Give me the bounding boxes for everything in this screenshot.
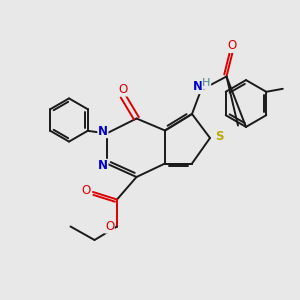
Text: O: O [118, 83, 127, 96]
Text: H: H [202, 78, 211, 88]
Text: O: O [82, 184, 91, 197]
Text: N: N [98, 159, 108, 172]
Text: O: O [105, 220, 114, 233]
Text: O: O [228, 39, 237, 52]
Text: N: N [193, 80, 203, 94]
Text: S: S [215, 130, 223, 143]
Text: N: N [98, 124, 108, 138]
